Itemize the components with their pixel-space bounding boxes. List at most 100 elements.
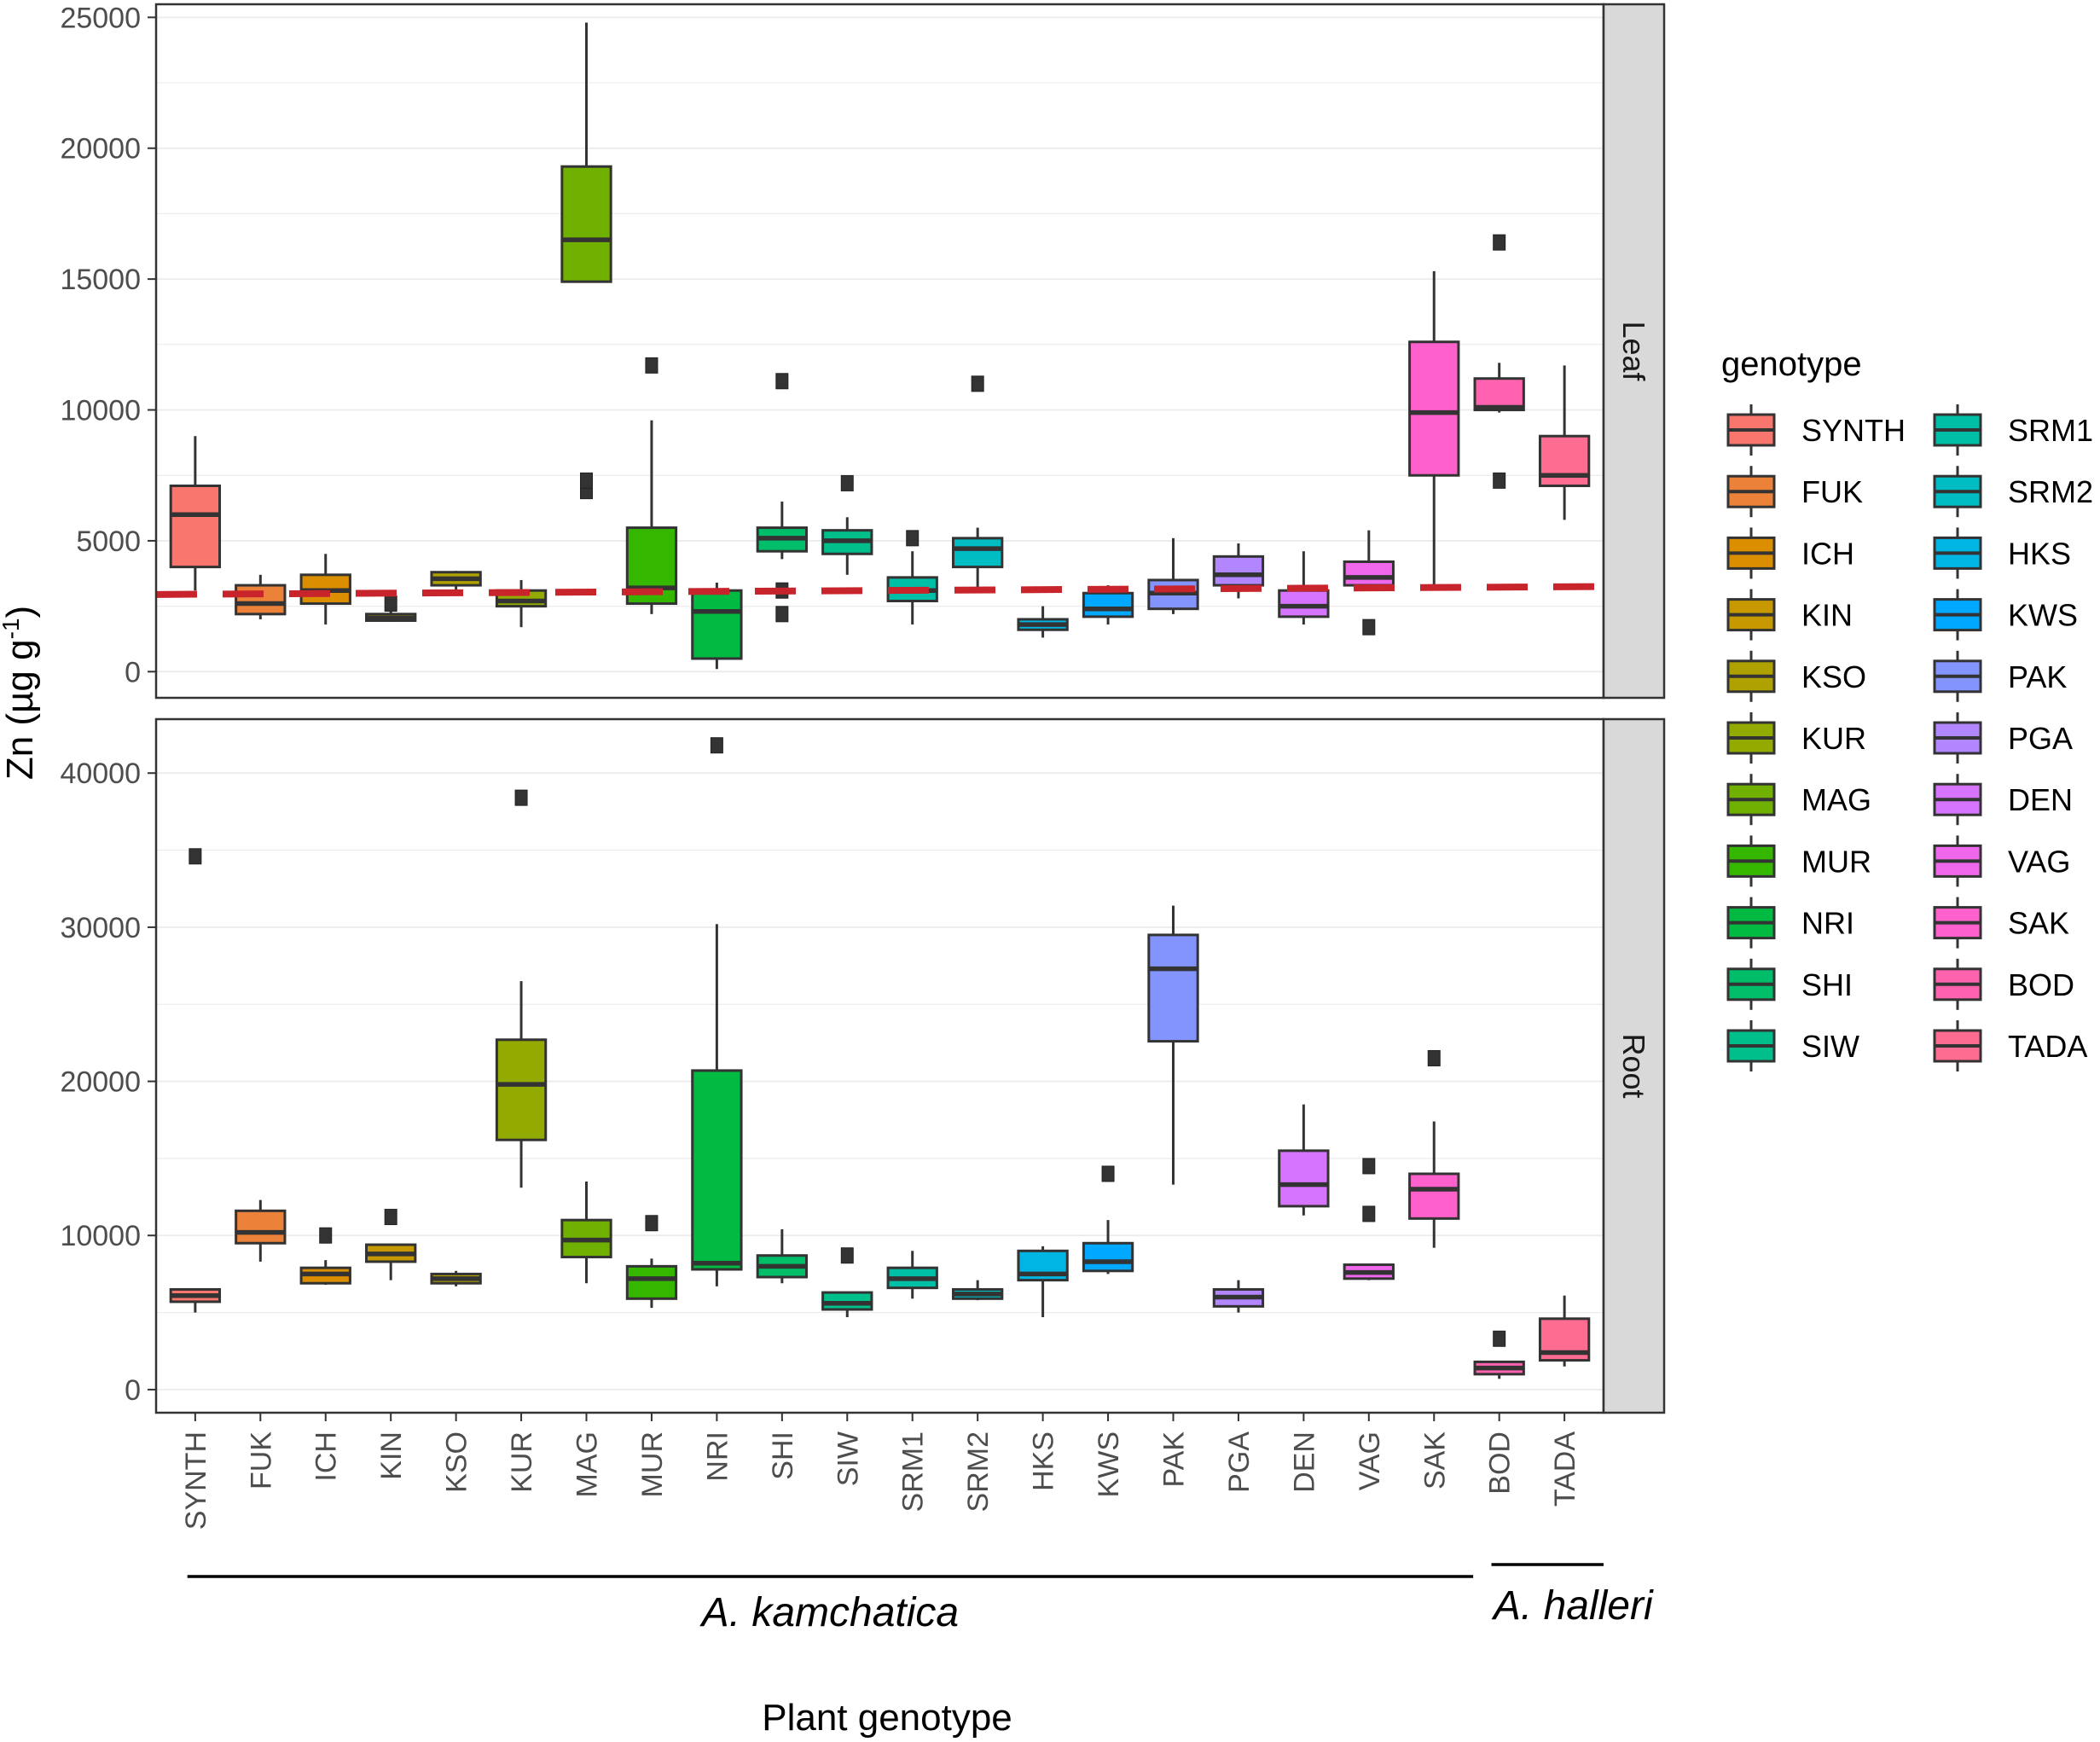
legend-label: TADA [2008, 1029, 2087, 1064]
x-tick-label: NRI [701, 1431, 734, 1482]
y-tick-label: 30000 [60, 912, 141, 944]
y-tick-label: 20000 [60, 133, 141, 165]
outlier-point [971, 375, 984, 392]
legend-item-synth: SYNTH [1726, 404, 1906, 456]
legend-item-tada: TADA [1933, 1020, 2087, 1071]
outlier-point [1493, 234, 1506, 251]
legend-label: PAK [2008, 659, 2067, 694]
legend-label: MAG [1801, 782, 1871, 817]
panel-root: 0 10000 20000 30000 40000 [60, 717, 1605, 1414]
legend-label: KUR [1801, 721, 1866, 756]
legend-item-pga: PGA [1933, 712, 2073, 764]
box-sak [1408, 270, 1460, 589]
strip-label-root: Root [1616, 1033, 1651, 1098]
legend-label: ICH [1801, 536, 1854, 571]
box-shi [756, 1229, 809, 1284]
x-tick-label: MAG [571, 1431, 604, 1497]
legend-item-shi: SHI [1726, 958, 1853, 1010]
legend-label: KWS [2008, 598, 2078, 633]
x-tick-label: SHI [767, 1431, 799, 1480]
outlier-point [580, 472, 594, 489]
box-iqr [1082, 1241, 1134, 1273]
box-den [1278, 1104, 1330, 1216]
legend-label: BOD [2008, 967, 2074, 1002]
outlier-point [645, 1215, 658, 1232]
reference-line [155, 583, 1604, 598]
x-tick-label: DEN [1288, 1431, 1320, 1493]
box-iqr [691, 589, 743, 660]
box-tada [1538, 365, 1591, 520]
x-tick-label: MUR [636, 1431, 669, 1497]
box-vag [1343, 1158, 1395, 1280]
outlier-point [645, 357, 658, 374]
box-iqr [691, 1069, 743, 1271]
box-iqr [1082, 591, 1134, 618]
facet-strips: Leaf Root [1602, 3, 1666, 1414]
box-iqr [1278, 589, 1330, 618]
legend-item-sak: SAK [1933, 897, 2069, 949]
group-label: A. kamchatica [699, 1590, 959, 1635]
x-tick-label: PAK [1157, 1431, 1190, 1488]
y-tick-label: 10000 [60, 1220, 141, 1252]
x-tick-label: VAG [1354, 1431, 1386, 1490]
strip-label-leaf: Leaf [1616, 321, 1651, 381]
box-bod [1473, 1330, 1525, 1379]
outlier-point [840, 1247, 854, 1264]
box-mur [625, 1215, 678, 1309]
x-axis: SYNTH FUK ICH KIN KSO KUR MAG MUR NRI SHI SIW SRM1 S… [180, 1413, 1581, 1530]
outlier-point [1101, 1165, 1115, 1182]
legend-item-kur: KUR [1726, 712, 1866, 764]
y-axis-title: Zn (µg g-1) [0, 606, 41, 780]
outlier-point [1493, 1330, 1506, 1347]
legend-label: SYNTH [1801, 413, 1906, 448]
box-iqr [235, 1209, 287, 1245]
outlier-point [384, 1209, 397, 1226]
outlier-point [1362, 1158, 1376, 1175]
box-ich [299, 1227, 351, 1286]
box-vag [1343, 530, 1395, 636]
legend-item-ich: ICH [1726, 527, 1854, 579]
legend: genotype SYNTH FUK ICH KIN KSO KUR MAG MUR NRI SHI… [1721, 345, 2093, 1071]
legend-title: genotype [1721, 345, 1862, 383]
legend-item-pak: PAK [1933, 650, 2067, 702]
legend-label: MUR [1801, 844, 1871, 879]
x-tick-label: SIW [832, 1431, 864, 1486]
box-iqr [1147, 933, 1199, 1043]
x-tick-label: ICH [310, 1431, 343, 1482]
box-nri [691, 583, 743, 670]
x-tick-label: PGA [1223, 1431, 1256, 1493]
x-axis-title: Plant genotype [762, 1697, 1012, 1739]
legend-label: KSO [1801, 659, 1866, 694]
outlier-point [514, 789, 528, 806]
legend-item-siw: SIW [1726, 1020, 1859, 1071]
legend-label: NRI [1801, 906, 1854, 941]
legend-label: DEN [2008, 782, 2073, 817]
box-shi [756, 373, 809, 623]
outlier-point [384, 595, 397, 613]
box-iqr [560, 165, 612, 283]
box-srm2 [951, 375, 1004, 594]
strip-leaf [1602, 3, 1666, 700]
box-kws [1082, 1165, 1134, 1275]
outlier-point [189, 848, 202, 865]
x-tick-label: SYNTH [180, 1431, 212, 1530]
box-kin [365, 595, 417, 623]
box-iqr [625, 1264, 678, 1300]
x-tick-label: BOD [1484, 1431, 1517, 1495]
outlier-point [775, 373, 789, 390]
box-iqr [169, 484, 222, 569]
legend-label: FUK [1801, 474, 1863, 509]
box-bod [1473, 234, 1525, 489]
panel-leaf: 0 5000 10000 15000 20000 25000 [60, 2, 1605, 700]
box-iqr [1212, 555, 1265, 587]
box-srm1 [886, 1251, 938, 1299]
x-tick-label: SAK [1418, 1431, 1451, 1489]
x-tick-label: HKS [1028, 1431, 1060, 1491]
box-hks [1017, 1246, 1069, 1317]
outlier-point [906, 530, 919, 547]
box-synth [169, 436, 222, 591]
legend-item-kin: KIN [1726, 589, 1853, 641]
box-synth [169, 848, 222, 1313]
legend-item-hks: HKS [1933, 527, 2071, 579]
